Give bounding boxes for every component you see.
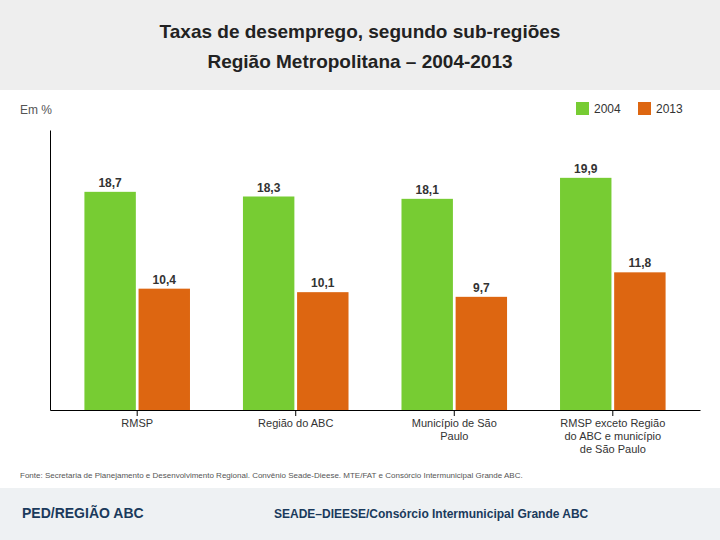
x-tick-label-line: RMSP xyxy=(121,417,153,429)
legend: 2004 2013 xyxy=(576,102,683,116)
footer-right: SEADE–DIEESE/Consórcio Intermunicipal Gr… xyxy=(274,507,589,521)
source-note: Fonte: Secretaria de Planejamento e Dese… xyxy=(20,471,523,480)
data-label: 19,9 xyxy=(574,162,598,176)
bar xyxy=(560,178,611,410)
data-label: 18,7 xyxy=(98,176,122,190)
data-label: 18,3 xyxy=(257,181,281,195)
x-tick-label: RMSP exceto Regiãodo ABC e municípiode S… xyxy=(560,417,665,455)
y-label: Em % xyxy=(20,103,52,117)
x-tick-label-line: Município de São xyxy=(412,417,497,429)
x-tick-mark xyxy=(137,410,138,416)
x-tick-label-line: Paulo xyxy=(440,430,468,442)
bar xyxy=(84,192,135,410)
bar xyxy=(243,197,294,411)
x-tick-label-line: do ABC e município xyxy=(564,430,661,442)
y-axis-line xyxy=(50,131,51,411)
title-band xyxy=(0,0,720,90)
bar-series xyxy=(139,272,666,410)
legend-label: 2004 xyxy=(594,102,621,116)
data-label: 10,1 xyxy=(311,276,335,290)
x-tick: RMSP xyxy=(121,410,153,429)
x-axis: RMSP Região do ABC Município de SãoPaulo RM… xyxy=(51,410,701,455)
subtitle: Região Metropolitana – 2004-2013 xyxy=(207,51,512,72)
x-tick-label: RMSP xyxy=(121,417,153,429)
bars xyxy=(84,178,665,410)
x-tick-mark xyxy=(454,410,455,416)
footer-left: PED/REGIÃO ABC xyxy=(22,504,144,521)
chart: Taxas de desemprego, segundo sub-regiões… xyxy=(0,0,720,540)
x-axis-line xyxy=(51,410,701,411)
x-tick-label-line: RMSP exceto Região xyxy=(560,417,665,429)
x-tick-mark xyxy=(295,410,296,416)
legend-swatch xyxy=(638,102,651,115)
data-label: 11,8 xyxy=(629,256,652,270)
legend-entry: 2013 xyxy=(638,102,683,116)
x-tick-label-line: Região do ABC xyxy=(258,417,333,429)
x-tick: Município de SãoPaulo xyxy=(412,410,497,442)
bar xyxy=(139,289,190,410)
data-label: 18,1 xyxy=(416,183,440,197)
legend-entry: 2004 xyxy=(576,102,621,116)
bar xyxy=(297,292,348,410)
x-tick-label-line: de São Paulo xyxy=(580,443,646,455)
bar xyxy=(456,297,507,410)
legend-swatch xyxy=(576,102,589,115)
bar-series xyxy=(84,178,611,410)
x-tick: RMSP exceto Regiãodo ABC e municípiode S… xyxy=(560,410,665,455)
data-label: 10,4 xyxy=(153,273,177,287)
data-labels: 18,7 18,3 18,1 19,9 10,4 10,1 9,7 11,8 xyxy=(98,162,651,295)
title: Taxas de desemprego, segundo sub-regiões xyxy=(160,21,561,42)
bar xyxy=(614,272,665,410)
legend-label: 2013 xyxy=(656,102,683,116)
x-tick: Região do ABC xyxy=(258,410,333,429)
bar xyxy=(401,199,452,410)
x-tick-label: Região do ABC xyxy=(258,417,333,429)
data-label: 9,7 xyxy=(473,281,490,295)
footer-band xyxy=(0,488,720,540)
x-tick-mark xyxy=(612,410,613,416)
y-axis xyxy=(50,131,51,411)
x-tick-label: Município de SãoPaulo xyxy=(412,417,497,442)
